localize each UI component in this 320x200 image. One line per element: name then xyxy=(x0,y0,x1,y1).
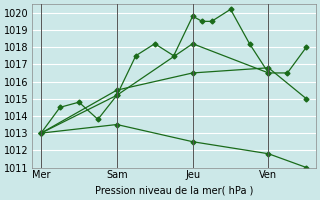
X-axis label: Pression niveau de la mer( hPa ): Pression niveau de la mer( hPa ) xyxy=(94,186,253,196)
